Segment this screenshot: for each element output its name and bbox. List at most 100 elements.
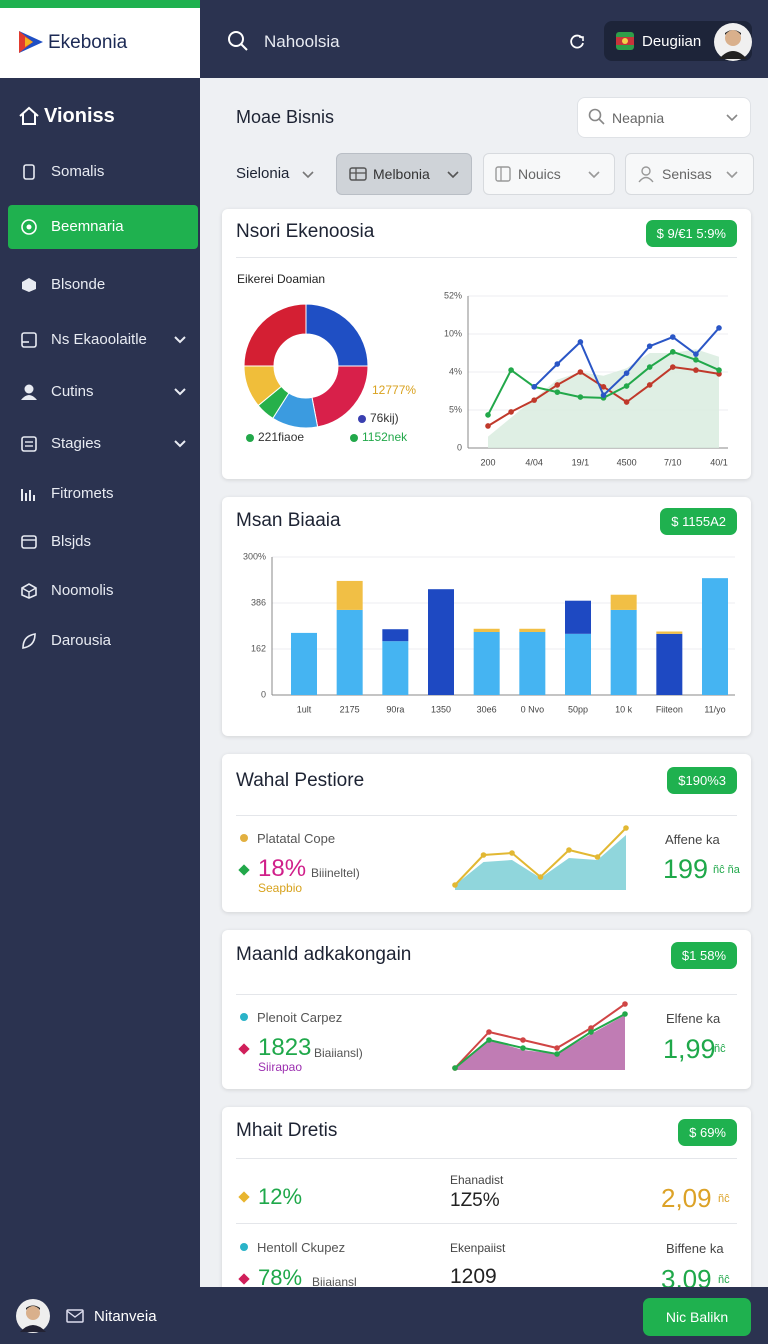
chevron bbox=[302, 171, 314, 179]
side-value: 1,99 bbox=[663, 1034, 716, 1064]
card-title: Mhait Dretis bbox=[236, 1120, 338, 1141]
divider bbox=[236, 815, 737, 816]
page-search[interactable] bbox=[577, 97, 751, 138]
card-badge: $ 1155A2 bbox=[660, 508, 737, 535]
detail-value: 12% bbox=[258, 1184, 303, 1209]
nav-icon bbox=[21, 535, 37, 549]
card-badge: $ 69% bbox=[678, 1119, 737, 1146]
user-flag bbox=[616, 32, 634, 50]
detail-value: 78% bbox=[258, 1265, 303, 1290]
detail-note: Biiaiansl bbox=[312, 1275, 357, 1289]
footer-avatar[interactable] bbox=[16, 1299, 50, 1333]
legend-diamond bbox=[238, 1043, 250, 1055]
nav-icon bbox=[21, 583, 37, 599]
card: Mhait Dretis $ 69% 12% Ehanadist 1Z5% 2,… bbox=[222, 1107, 751, 1307]
nav-label: Fitromets bbox=[51, 485, 114, 502]
nav-item[interactable]: Blsjds bbox=[8, 520, 198, 564]
filter-button[interactable]: Nouics bbox=[483, 153, 615, 195]
card-badge: $1 58% bbox=[670, 942, 737, 969]
refresh-icon[interactable] bbox=[568, 33, 586, 51]
side-unit: ñĉ bbox=[718, 1274, 730, 1286]
nav-icon bbox=[21, 489, 35, 501]
logo-strip bbox=[0, 0, 200, 8]
side-unit: ñĉ bbox=[718, 1193, 730, 1205]
logo-icon bbox=[19, 31, 43, 53]
nav-label: Noomolis bbox=[51, 582, 114, 599]
nav-label: Beemnaria bbox=[51, 218, 124, 235]
chevron bbox=[174, 336, 186, 344]
chevron bbox=[174, 388, 186, 396]
legend-diamond bbox=[238, 1273, 250, 1285]
legend-dot bbox=[240, 834, 248, 842]
nav-label: Cutins bbox=[51, 383, 94, 400]
nav-label: Stagies bbox=[51, 435, 102, 452]
kpi-value: 1823 bbox=[258, 1034, 312, 1061]
search-icon[interactable] bbox=[227, 30, 249, 52]
legend-dot bbox=[240, 1013, 248, 1021]
nav-label: Blsjds bbox=[51, 533, 92, 550]
nav-item[interactable]: Darousia bbox=[8, 619, 198, 663]
chevron bbox=[726, 171, 738, 179]
legend-text: Plenoit Carpez bbox=[257, 1010, 343, 1025]
legend-text: Hentoll Ckupez bbox=[257, 1240, 346, 1255]
divider bbox=[236, 257, 737, 258]
filter-label[interactable]: Sielonia bbox=[236, 165, 290, 182]
divider bbox=[236, 1223, 737, 1224]
footer-button[interactable]: Nic Balikn bbox=[643, 1298, 751, 1336]
nav-item[interactable]: Noomolis bbox=[8, 569, 198, 613]
card-title: Maanld adkakongain bbox=[236, 944, 412, 965]
footer: Nitanveia Nic Balikn bbox=[0, 1287, 768, 1344]
detail-mid-value: 1Z5% bbox=[450, 1190, 500, 1211]
kpi-note: Biaiiansl) bbox=[314, 1046, 363, 1060]
filter-icon bbox=[638, 166, 654, 183]
nav-label: Darousia bbox=[51, 632, 112, 649]
mail-icon bbox=[66, 1309, 84, 1323]
nav-icon bbox=[22, 278, 36, 292]
side-label: Affene ka bbox=[665, 832, 720, 847]
search-text[interactable]: Nahoolsia bbox=[264, 32, 340, 51]
nav-item[interactable]: Stagies bbox=[8, 422, 198, 466]
nav-icon bbox=[23, 164, 35, 180]
nav-label: Ns Ekaoolaitle bbox=[51, 331, 147, 348]
sidebar bbox=[0, 78, 200, 1287]
filter-text: Nouics bbox=[518, 166, 561, 182]
page-title: Moae Bisnis bbox=[236, 107, 335, 127]
nav-icon bbox=[21, 436, 37, 452]
side-value: 2,09 bbox=[661, 1183, 712, 1213]
page-search-text: Neapnia bbox=[612, 110, 665, 126]
nav-item[interactable]: Blsonde bbox=[8, 263, 198, 307]
chevron bbox=[174, 440, 186, 448]
divider bbox=[236, 994, 737, 995]
brand: Ekebonia bbox=[48, 32, 128, 53]
user-name: Deugiian bbox=[642, 33, 702, 50]
filter-button[interactable]: Melbonia bbox=[336, 153, 472, 195]
user-avatar[interactable] bbox=[714, 23, 752, 61]
filter-icon bbox=[349, 167, 367, 181]
filter-button[interactable]: Senisas bbox=[625, 153, 754, 195]
nav-label: Blsonde bbox=[51, 276, 106, 293]
detail-label: Ehanadist bbox=[450, 1173, 504, 1187]
filter-icon bbox=[495, 166, 511, 182]
home-icon bbox=[19, 106, 39, 125]
side-unit: ñĉ bbox=[714, 1043, 726, 1055]
card: Wahal Pestiore $190%3 Platatal Cope 18% … bbox=[222, 754, 751, 912]
nav-icon bbox=[21, 384, 37, 400]
detail-mid-value: 1209 bbox=[450, 1265, 497, 1288]
nav-item[interactable]: Fitromets bbox=[8, 472, 198, 516]
nav-item[interactable]: Beemnaria bbox=[8, 205, 198, 249]
nav-label: Somalis bbox=[51, 163, 105, 180]
chevron bbox=[588, 171, 600, 179]
card-badge: $ 9/€1 5:9% bbox=[645, 220, 737, 247]
side-value: 199 bbox=[663, 854, 709, 884]
nav-item[interactable]: Ns Ekaoolaitle bbox=[8, 318, 198, 362]
side-label: Biffene ka bbox=[666, 1241, 724, 1256]
side-label: Elfene ka bbox=[666, 1011, 721, 1026]
divider bbox=[236, 1158, 737, 1159]
nav-item[interactable]: Cutins bbox=[8, 370, 198, 414]
nav-icon bbox=[21, 219, 37, 235]
legend-text: Platatal Cope bbox=[257, 831, 336, 846]
card: Msan Biaaia $ 1155A2 bbox=[222, 497, 751, 736]
nav-item[interactable]: Somalis bbox=[8, 150, 198, 194]
detail-label: Ekenpaiist bbox=[450, 1241, 506, 1255]
side-unit: ñĉ ña bbox=[713, 864, 740, 876]
